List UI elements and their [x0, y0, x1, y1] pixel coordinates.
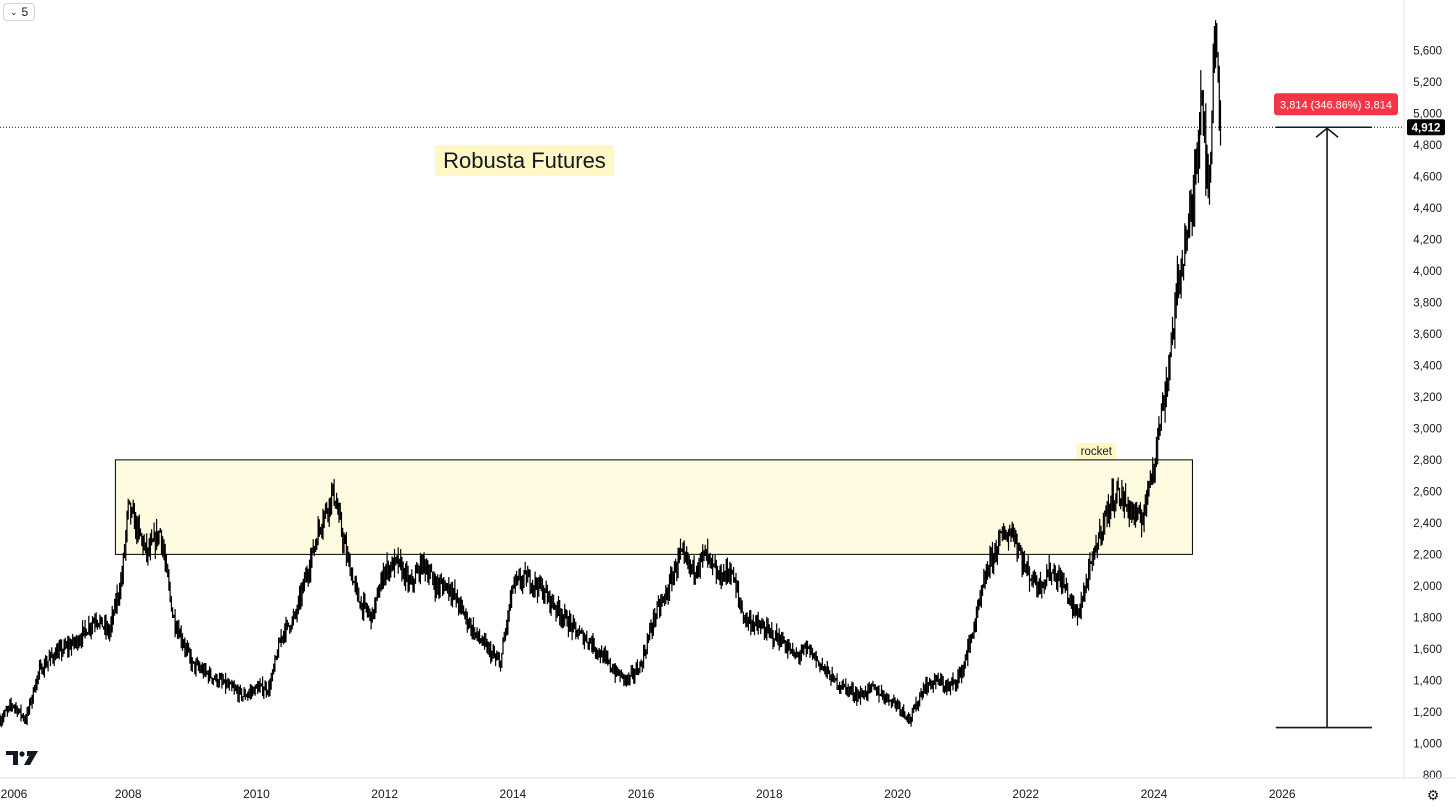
- x-tick-label: 2026: [1269, 787, 1296, 801]
- measure-badge: [1274, 93, 1398, 116]
- x-tick-label: 2022: [1012, 787, 1039, 801]
- chart-title-text: Robusta Futures: [443, 148, 606, 173]
- x-tick-label: 2024: [1141, 787, 1168, 801]
- x-tick-label: 2016: [628, 787, 655, 801]
- interval-label: 5: [21, 5, 29, 19]
- candlestick-series: [0, 20, 1222, 728]
- y-tick-label: 1,600: [1413, 644, 1442, 656]
- rocket-note-text: rocket: [1081, 446, 1113, 458]
- logo-dot: [19, 751, 25, 757]
- x-tick-label: 2012: [371, 787, 398, 801]
- y-tick-label: 3,800: [1413, 297, 1442, 309]
- time-axis: 2006 2008 2010 2012 2014 2016 2018 2020 2022 2024…: [0, 777, 1456, 801]
- logo-t-shape: [6, 751, 18, 765]
- x-tick-label: 2020: [884, 787, 911, 801]
- price-range-measure[interactable]: 3,814 (346.86%) 3,814: [1274, 93, 1398, 729]
- y-tick-label: 4,000: [1413, 266, 1442, 278]
- y-tick-label: 3,200: [1413, 392, 1442, 404]
- x-tick-label: 2018: [756, 787, 783, 801]
- y-tick-label: 4,400: [1413, 203, 1442, 215]
- price-axis: 800 1,000 1,200 1,400 1,600 1,800 2,000 2,200 2,…: [1403, 0, 1445, 782]
- gear-icon[interactable]: ⚙: [1426, 786, 1440, 803]
- y-tick-label: 2,000: [1413, 581, 1442, 593]
- y-tick-label: 4,200: [1413, 234, 1442, 246]
- y-tick-label: 1,000: [1413, 738, 1442, 750]
- chart-title[interactable]: Robusta Futures: [435, 145, 614, 176]
- y-tick-label: 1,200: [1413, 707, 1442, 719]
- rocket-note-bg: [1076, 442, 1117, 459]
- y-tick-label: 5,200: [1413, 77, 1442, 89]
- interval-selector[interactable]: ⌄ 5: [3, 3, 36, 21]
- x-tick-label: 2008: [115, 787, 142, 801]
- candle-bars: [0, 20, 1222, 728]
- tradingview-logo[interactable]: [6, 751, 38, 765]
- y-tick-label: 2,600: [1413, 486, 1442, 498]
- y-tick-label: 1,400: [1413, 675, 1442, 687]
- y-tick-label: 5,600: [1413, 45, 1442, 57]
- x-tick-label: 2010: [243, 787, 270, 801]
- y-tick-label: 3,600: [1413, 329, 1442, 341]
- y-tick-label: 1,800: [1413, 612, 1442, 624]
- measure-badge-text: 3,814 (346.86%) 3,814: [1280, 99, 1392, 111]
- y-tick-label: 5,000: [1413, 108, 1442, 120]
- x-tick-label: 2006: [1, 787, 28, 801]
- logo-v-shape: [24, 751, 38, 765]
- y-tick-label: 4,800: [1413, 140, 1442, 152]
- last-price-value: 4,912: [1412, 122, 1441, 134]
- x-tick-label: 2014: [500, 787, 527, 801]
- chart-title-bg: [435, 145, 614, 176]
- last-price-tag: [1407, 119, 1445, 136]
- rocket-note[interactable]: rocket: [1076, 442, 1117, 459]
- y-tick-label: 800: [1423, 770, 1442, 782]
- y-tick-label: 2,800: [1413, 455, 1442, 467]
- chevron-down-icon: ⌄: [10, 6, 18, 17]
- y-tick-label: 2,400: [1413, 518, 1442, 530]
- measure-arrow-icon: [1315, 127, 1339, 138]
- y-tick-label: 2,200: [1413, 549, 1442, 561]
- y-tick-label: 3,000: [1413, 423, 1442, 435]
- consolidation-zone[interactable]: [114, 459, 1193, 555]
- y-tick-label: 3,400: [1413, 360, 1442, 372]
- y-tick-label: 4,600: [1413, 171, 1442, 183]
